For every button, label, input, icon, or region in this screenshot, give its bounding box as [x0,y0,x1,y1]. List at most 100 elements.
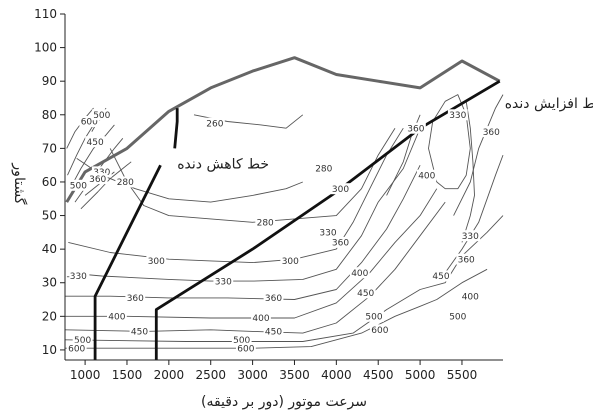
y-tick-label: 90 [42,74,57,88]
shift-line-3 [154,79,501,360]
axes [64,14,503,361]
contour-label: 450 [432,272,449,282]
contour-label-bg [460,230,481,242]
contour-line-280 [109,127,396,223]
gear-line-annotation: خط افزایش دنده [505,96,593,112]
contour-label: -330 [66,272,87,282]
contour-label: 360 [407,124,424,134]
contour-label: 330 [215,277,232,287]
contour-label: 600 [237,344,254,354]
shift-line-1 [93,164,162,360]
x-tick-label: 1500 [112,368,143,382]
contour-label: 360 [332,239,349,249]
y-tick-label: 30 [42,276,57,290]
x-tick-label: 5000 [405,368,436,382]
contour-label: 300 [148,257,165,267]
contour-line-400 [65,188,438,319]
efficiency-contours [64,94,504,349]
x-tick-label: 2000 [154,368,185,382]
contour-line-330 [444,154,504,273]
contour-label: 330 [462,232,479,242]
contour-label-bg [146,255,167,267]
contour-label-bg [313,163,334,174]
contour-label-bg [125,292,146,304]
contour-label-bg [318,226,338,238]
contour-label-bg [355,287,376,299]
contour-label-bg [72,334,93,346]
y-tick-label: 40 [42,242,57,256]
contour-label-bg [406,122,426,134]
x-tick-label: 4000 [321,368,352,382]
contour-label-bg [263,292,284,304]
contour-label: 280 [315,165,332,175]
contour-label: 400 [252,314,269,324]
annotations: خط کاهش دنده خط افزایش دنده [177,96,593,172]
contour-label: 500 [365,313,382,323]
contour-label-bg [129,325,150,337]
contour-label: 500 [449,313,466,323]
contour-label: 300 [332,185,349,195]
contour-label: 500 [70,182,87,192]
downshift-upper-line [173,108,179,149]
contour-label: 500 [74,336,91,346]
y-tick-label: 70 [42,141,57,155]
contour-label-bg [79,116,100,127]
contour-label-bg [115,176,136,188]
y-tick-label: 100 [34,41,57,55]
contour-label: 400 [462,292,479,302]
contour-line-500 [64,215,504,342]
contour-label-bg [280,255,301,267]
contour-label-bg [330,236,351,248]
contour-label-bg [349,267,370,279]
contour-label: 300 [282,257,299,267]
contour-line-300 [68,127,404,264]
contour-line-450 [69,124,115,189]
contour-label: 450 [87,138,104,148]
contour-label: 500 [233,336,250,346]
y-axis-title: گشتاور [11,162,28,205]
contour-label: 600 [68,344,85,354]
contour-line-360 [80,161,132,210]
contour-label-bg [85,136,105,148]
contour-label: 400 [418,171,435,181]
y-tick-label: 60 [42,175,57,189]
contour-label: 450 [357,289,374,299]
contour-label: 360 [483,128,500,138]
contour-label-bg [251,312,271,324]
contour-label: 360 [265,294,282,304]
contour-label-bg [68,179,89,191]
contour-label: 260 [206,119,223,129]
contour-label-bg [66,342,87,354]
contour-label: 330 [319,229,336,239]
x-axis-title: سرعت موتور (دور بر دقیقه) [201,394,367,410]
contour-label-bg [205,117,225,129]
contour-label: 450 [265,328,282,338]
y-tick-label: 80 [42,108,57,122]
contour-label: 360 [458,255,475,265]
contour-label: 280 [117,178,134,188]
x-tick-label: 3000 [237,368,268,382]
x-tick-label: 2500 [195,368,226,382]
max-torque-line [65,56,501,203]
contour-label-bg [231,334,252,346]
contour-label-bg [447,310,468,322]
contour-label: 450 [131,328,148,338]
contour-label: 330 [449,111,466,121]
contour-label-bg [481,126,502,138]
y-tick-label: 50 [42,209,57,223]
contour-label: 360 [89,175,106,185]
contour-label-bg [213,275,234,287]
contour-label: 600 [371,326,388,336]
contour-label-bg [364,310,384,322]
x-tick-label: 3500 [279,368,310,382]
contour-label-bg [91,166,112,178]
y-tick-label: 20 [42,309,57,323]
contour-label-bg [416,169,437,181]
contour-label-bg [447,109,468,121]
contour-label-bg [236,342,256,354]
contour-label: 280 [257,219,274,229]
contour-label: 600 [81,118,98,128]
contour-line-450 [64,201,446,334]
x-ticks: 1000 1500 2000 2500 3000 3500 4000 4500 5000 5500 [70,360,477,382]
